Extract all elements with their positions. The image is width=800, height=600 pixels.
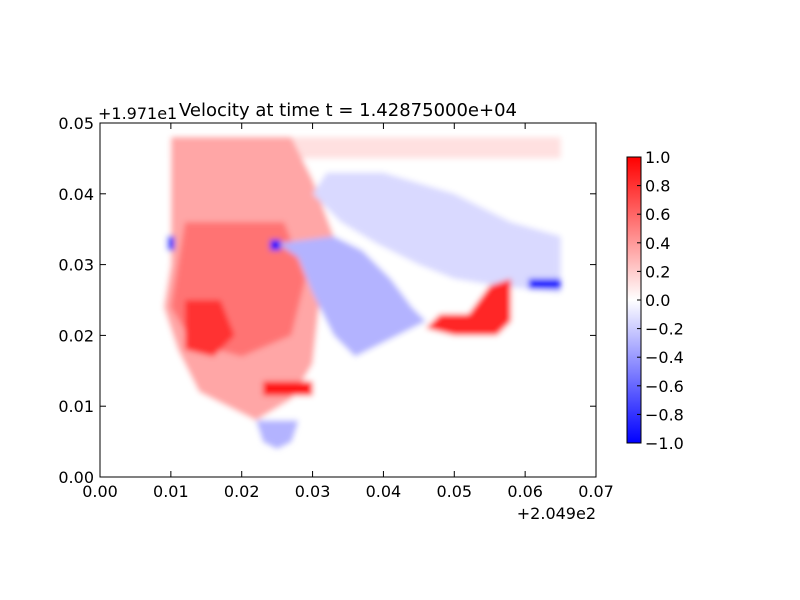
colorbar-tick-label: −0.8 (645, 405, 684, 424)
colorbar-axis: −1.0 −0.8 −0.6 −0.4 −0.2 0.0 0.2 0.4 0.6 0.8 1.0 (637, 148, 684, 453)
x-tick-label: 0.02 (224, 482, 260, 501)
region-east-jet (528, 278, 561, 290)
colorbar-tick-label: −1.0 (645, 434, 684, 453)
colorbar-tick-label: 0.0 (645, 291, 670, 310)
x-tick-label: 0.07 (578, 482, 614, 501)
y-offset-label: +1.971e1 (98, 104, 177, 123)
chart-title: Velocity at time t = 1.42875000e+04 (179, 100, 517, 121)
x-tick-label: 0.04 (366, 482, 402, 501)
heatmap (135, 137, 561, 449)
region-point-blue (270, 239, 281, 251)
region-south-shore-jet (263, 381, 313, 396)
region-south-lobe (255, 420, 299, 449)
colorbar-tick-label: 0.4 (645, 234, 670, 253)
y-tick-label: 0.04 (58, 185, 94, 204)
y-tick-label: 0.01 (58, 397, 94, 416)
colorbar-tick-label: 0.8 (645, 177, 670, 196)
y-tick-label: 0.02 (58, 326, 94, 345)
colorbar-tick-label: −0.6 (645, 377, 684, 396)
y-tick-label: 0.00 (58, 468, 94, 487)
region-central-bay (277, 236, 426, 357)
region-north-bay (312, 172, 561, 293)
x-offset-label: +2.049e2 (517, 504, 596, 523)
x-tick-label: 0.05 (436, 482, 472, 501)
region-east-channel (425, 278, 511, 336)
y-tick-label: 0.05 (58, 114, 94, 133)
x-tick-label: 0.01 (153, 482, 189, 501)
region-west-edge-blue (167, 236, 175, 251)
x-axis: 0.00 0.01 0.02 0.03 0.04 0.05 0.06 0.07 (82, 123, 614, 501)
colorbar-tick-label: 0.6 (645, 205, 670, 224)
x-tick-label: 0.00 (82, 482, 118, 501)
x-tick-label: 0.03 (295, 482, 331, 501)
x-tick-label: 0.06 (507, 482, 543, 501)
region-southwest-strong (185, 300, 235, 357)
y-axis: 0.00 0.01 0.02 0.03 0.04 0.05 (58, 114, 596, 487)
plot-frame (99, 122, 597, 478)
colorbar-tick-label: 1.0 (645, 148, 670, 167)
colorbar-tick-label: −0.2 (645, 320, 684, 339)
colorbar-tick-label: −0.4 (645, 348, 684, 367)
colorbar-tick-label: 0.2 (645, 262, 670, 281)
y-tick-label: 0.03 (58, 256, 94, 275)
